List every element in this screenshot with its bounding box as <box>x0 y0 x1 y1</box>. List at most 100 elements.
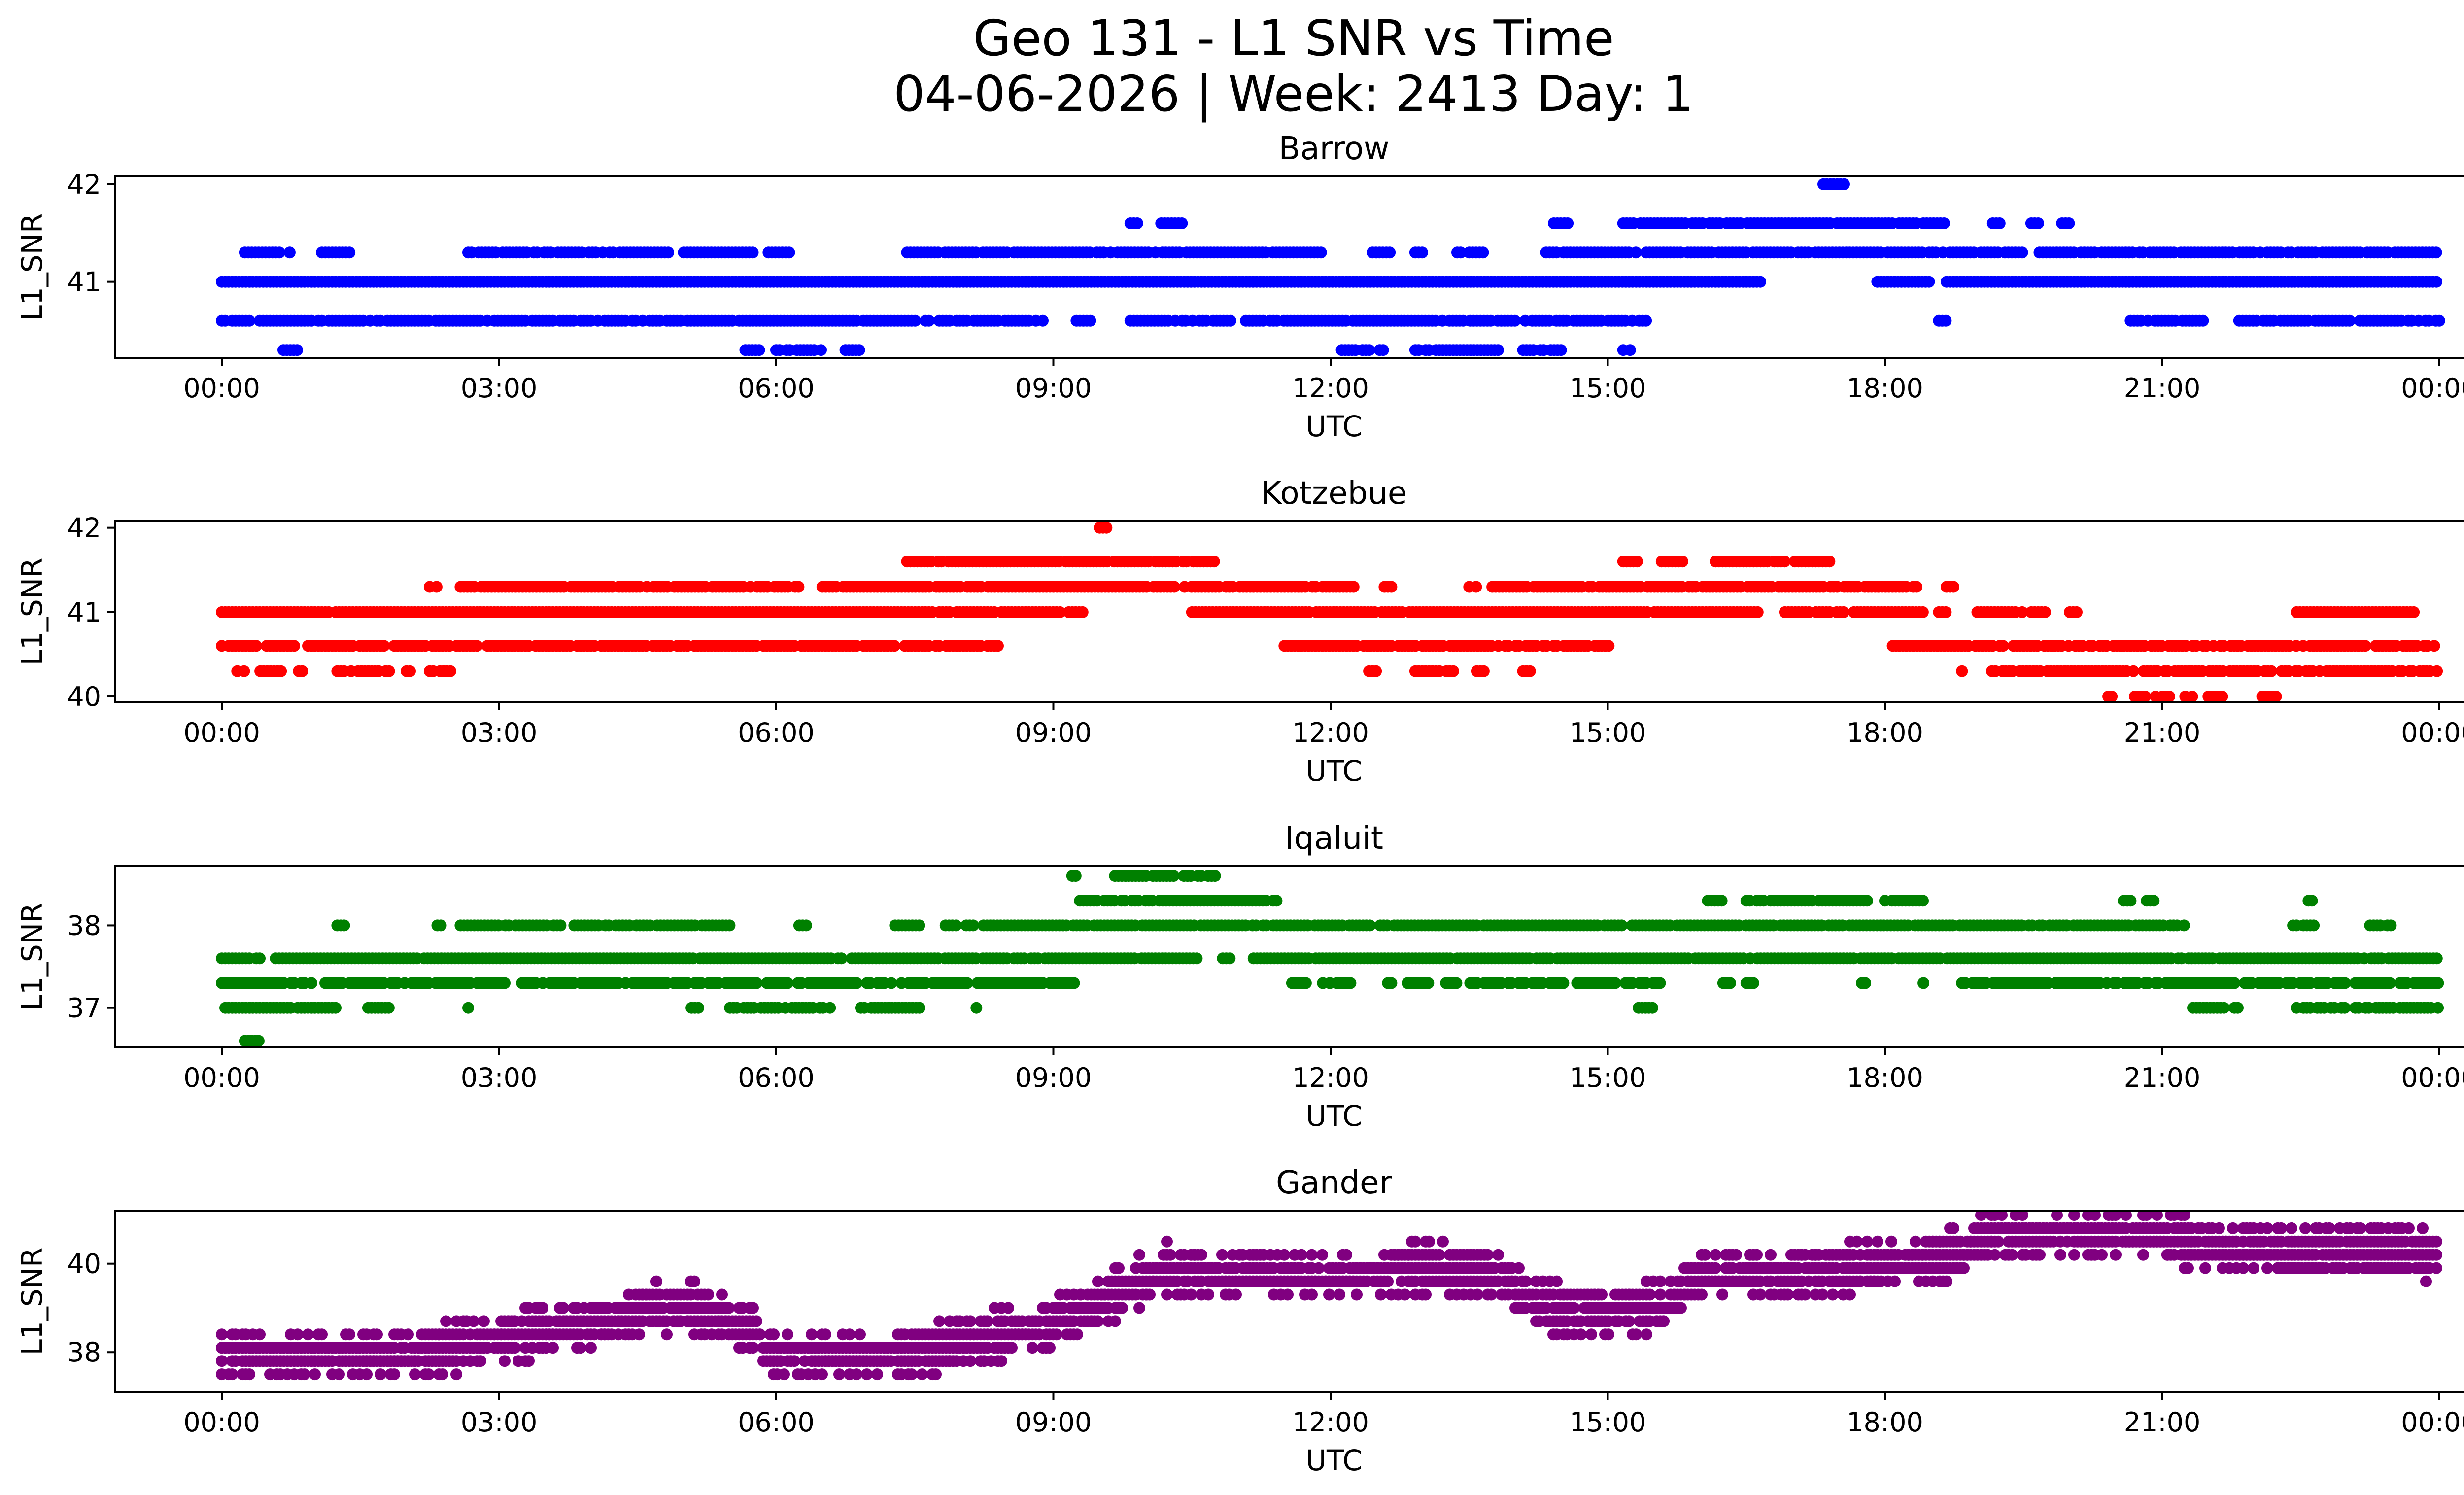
iqaluit-point <box>499 977 511 989</box>
kotzebue-point <box>2428 640 2440 652</box>
kotzebue-point <box>1911 581 1923 593</box>
kotzebue-point <box>2071 606 2083 618</box>
kotzebue-point <box>250 640 262 652</box>
kotzebue-point <box>1385 581 1398 593</box>
iqaluit-point <box>824 1002 836 1014</box>
iqaluit-point <box>1224 952 1236 965</box>
iqaluit-point <box>382 1002 395 1014</box>
kotzebue-point <box>2270 691 2282 702</box>
kotzebue-x-tick-label: 00:00 <box>183 717 260 748</box>
iqaluit-point <box>913 1002 925 1014</box>
iqaluit-point <box>1715 895 1728 907</box>
barrow-point <box>1492 344 1504 356</box>
kotzebue-point <box>1916 606 1929 618</box>
kotzebue-point <box>288 640 300 652</box>
kotzebue-point <box>1054 606 1066 618</box>
barrow-point <box>753 344 765 356</box>
iqaluit-point <box>1270 895 1283 907</box>
kotzebue-x-tick-label: 18:00 <box>1847 717 1923 748</box>
iqaluit-point <box>462 1002 474 1014</box>
barrow-x-tick-label: 21:00 <box>2124 373 2201 404</box>
iqaluit-point <box>1646 1002 1658 1014</box>
barrow-point <box>2197 314 2209 327</box>
barrow-point <box>1624 344 1636 356</box>
iqaluit-point <box>554 919 567 932</box>
iqaluit-point <box>1450 977 1463 989</box>
barrow-point <box>1477 246 1489 259</box>
barrow-point <box>1315 246 1327 259</box>
kotzebue-point <box>1940 606 1952 618</box>
kotzebue-point <box>1447 665 1459 677</box>
subplot-title-iqaluit: Iqaluit <box>1285 820 1383 857</box>
barrow-point <box>273 246 285 259</box>
iqaluit-point <box>1615 919 1628 932</box>
iqaluit-point <box>2178 919 2190 932</box>
barrow-point <box>1363 344 1375 356</box>
kotzebue-point <box>2265 665 2278 677</box>
iqaluit-point <box>1069 870 1082 882</box>
barrow-point <box>1377 344 1389 356</box>
kotzebue-point <box>1076 606 1089 618</box>
kotzebue-x-tick-label: 21:00 <box>2124 717 2201 748</box>
iqaluit-point <box>252 1035 265 1047</box>
iqaluit-point <box>435 919 447 932</box>
barrow-point <box>2430 276 2442 288</box>
iqaluit-point <box>1609 977 1621 989</box>
barrow-point <box>1940 314 1952 327</box>
barrow-point <box>2433 314 2445 327</box>
barrow-y-tick-label: 42 <box>67 169 101 200</box>
iqaluit-point <box>1191 952 1203 965</box>
kotzebue-point <box>275 665 287 677</box>
kotzebue-point <box>471 640 483 652</box>
barrow-point <box>1562 217 1574 229</box>
barrow-point <box>1037 314 1049 327</box>
kotzebue-point <box>1370 665 1382 677</box>
kotzebue-point <box>444 665 456 677</box>
iqaluit-point <box>1859 977 1872 989</box>
barrow-point <box>343 246 356 259</box>
iqaluit-point <box>2339 977 2351 989</box>
barrow-point <box>1640 314 1652 327</box>
kotzebue-x-tick-label: 09:00 <box>1015 717 1092 748</box>
iqaluit-point <box>306 977 317 989</box>
figure-title-line1: Geo 131 - L1 SNR vs Time <box>973 9 1614 67</box>
kotzebue-point <box>2039 606 2051 618</box>
iqaluit-point <box>751 977 763 989</box>
iqaluit-point <box>1385 977 1398 989</box>
iqaluit-point <box>1917 977 1930 989</box>
barrow-point <box>2032 217 2044 229</box>
iqaluit-point <box>2148 895 2160 907</box>
iqaluit-point <box>961 977 973 989</box>
kotzebue-point <box>792 581 805 593</box>
barrow-point <box>243 314 255 327</box>
barrow-x-tick-label: 00:00 <box>2401 373 2464 404</box>
kotzebue-x-tick-label: 00:00 <box>2401 717 2464 748</box>
kotzebue-point <box>238 665 250 677</box>
iqaluit-point <box>723 919 736 932</box>
kotzebue-point <box>889 640 900 652</box>
barrow-point <box>1993 217 2006 229</box>
iqaluit-point <box>1654 977 1666 989</box>
kotzebue-point <box>1477 665 1490 677</box>
kotzebue-point <box>2016 606 2028 618</box>
barrow-point <box>2063 217 2075 229</box>
iqaluit-point <box>1747 977 1759 989</box>
iqaluit-point <box>2430 952 2443 965</box>
iqaluit-point <box>2228 977 2241 989</box>
iqaluit-point <box>1344 977 1357 989</box>
barrow-point <box>1416 246 1428 259</box>
iqaluit-point <box>2306 895 2318 907</box>
iqaluit-point <box>1300 977 1312 989</box>
iqaluit-point <box>1422 977 1435 989</box>
iqaluit-point <box>2339 1002 2351 1014</box>
barrow-x-axis: 00:00 03:00 06:00 09:00 12:00 15:00 18:00 21:00… <box>183 358 2464 404</box>
barrow-point <box>1509 314 1521 327</box>
kotzebue-x-tick-label: 12:00 <box>1292 717 1369 748</box>
kotzebue-x-axis: 00:00 03:00 06:00 09:00 12:00 15:00 18:00 21:00… <box>183 702 2464 748</box>
barrow-x-tick-label: 00:00 <box>183 373 260 404</box>
